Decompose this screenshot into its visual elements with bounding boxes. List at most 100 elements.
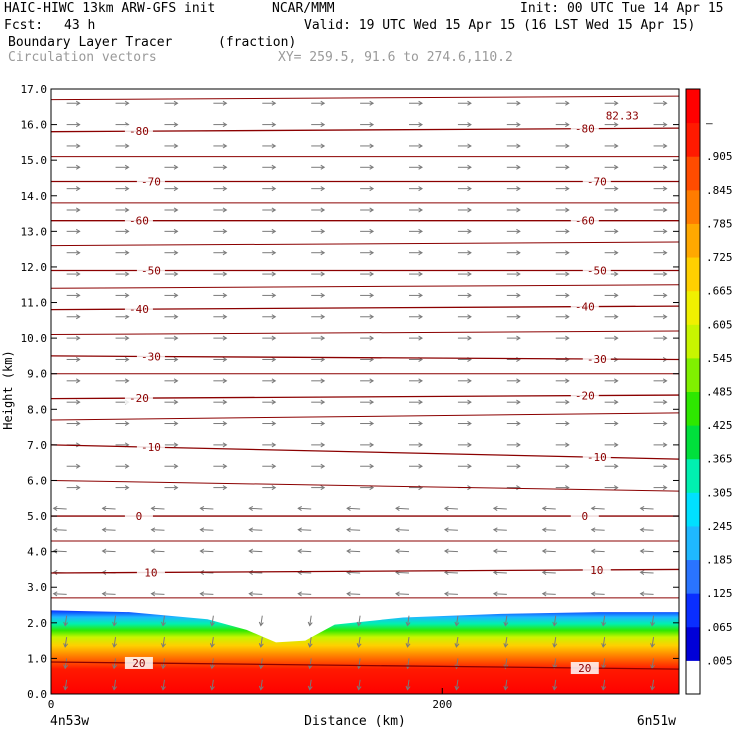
vector-shaft [455, 636, 459, 648]
vector-head [320, 207, 326, 213]
contour-label-bg [570, 389, 599, 402]
vector-head [650, 643, 656, 648]
vector-head [271, 314, 277, 320]
colorbar-label: .125 [706, 587, 733, 600]
vector-shaft [347, 529, 361, 531]
vector-head [209, 621, 215, 627]
vector-shaft [493, 593, 507, 595]
vector-head [662, 335, 668, 341]
colorbar-label: .905 [706, 150, 733, 163]
vector-shaft [309, 636, 312, 648]
vector-head [443, 548, 449, 554]
x-tick-label: 200 [432, 698, 452, 711]
vector-head [320, 399, 326, 405]
vector-head [160, 643, 166, 648]
vector-head [75, 314, 81, 320]
vector-shaft [309, 679, 312, 690]
vector-head [418, 292, 423, 298]
contour-label-bg [136, 264, 165, 277]
vector-head [222, 207, 228, 213]
vector-head [565, 292, 570, 298]
vector-head [199, 548, 205, 554]
vector-head [369, 271, 375, 277]
vector-head [613, 100, 619, 106]
vector-shaft [542, 550, 556, 553]
vector-head [356, 643, 362, 648]
contour-label-bg [136, 566, 165, 579]
y-tick-label: 10.0 [21, 332, 48, 345]
vector-shaft [553, 679, 557, 690]
vector-head [601, 643, 607, 648]
vector-shaft [249, 507, 263, 510]
vector-shaft [53, 507, 67, 510]
vector-head [418, 122, 423, 128]
vector-shaft [64, 615, 68, 626]
vector-head [356, 621, 362, 627]
vector-head [369, 442, 375, 448]
vector-head [613, 292, 619, 298]
contour-label: -10 [587, 451, 607, 464]
vector-head [199, 591, 205, 597]
vector-shaft [504, 615, 508, 626]
vector-head [320, 485, 326, 491]
vector-shaft [102, 507, 116, 510]
vector-head [662, 122, 668, 128]
vector-head [467, 292, 472, 298]
vector-shaft [53, 550, 67, 553]
vector-head [467, 186, 472, 192]
vector-head [75, 186, 81, 192]
vector-head [467, 463, 472, 469]
vector-head [271, 143, 277, 149]
vector-head [320, 271, 326, 277]
colorbar-swatch [686, 156, 700, 191]
vector-head [395, 591, 400, 597]
vector-head [552, 621, 558, 627]
vector-head [467, 207, 472, 213]
vector-head [516, 485, 521, 491]
vector-head [662, 485, 668, 491]
vector-head [613, 143, 619, 149]
vector-head [565, 271, 570, 277]
contour-label: 10 [590, 564, 603, 577]
vector-head [173, 292, 179, 298]
vector-head [565, 314, 570, 320]
vector-head [222, 186, 228, 192]
vector-head [541, 505, 547, 511]
vector-head [662, 207, 668, 213]
vector-head [346, 591, 351, 597]
vector-shaft [260, 679, 263, 690]
vector-head [258, 664, 264, 670]
vector-shaft [444, 571, 458, 574]
contour-label: -50 [587, 265, 607, 278]
vector-head [52, 527, 58, 533]
vector-head [271, 250, 277, 256]
vector-head [199, 527, 205, 533]
vector-head [492, 548, 498, 554]
x-left-location: 4n53w [50, 714, 89, 729]
contour-label: -60 [129, 215, 149, 228]
contour-label-bg [582, 264, 611, 277]
vector-shaft [260, 636, 263, 648]
contour-label-bg [570, 662, 599, 675]
vector-head [209, 664, 215, 670]
vector-head [516, 143, 521, 149]
vector-head [173, 207, 179, 213]
vector-head [405, 643, 411, 648]
vector-shaft [200, 593, 214, 595]
vector-head [320, 421, 326, 427]
vector-head [369, 250, 375, 256]
vector-head [222, 271, 228, 277]
vector-shaft [504, 679, 508, 690]
vector-head [516, 228, 521, 234]
vector-head [75, 356, 81, 362]
vector-head [467, 378, 472, 384]
vector-head [248, 548, 254, 554]
x-tick-label: 0 [48, 698, 55, 711]
vector-shaft [602, 615, 606, 626]
colorbar-label: .785 [706, 217, 733, 230]
colorbar-swatch [686, 223, 700, 258]
vector-head [613, 186, 619, 192]
vector-head [405, 621, 411, 627]
vector-head [75, 485, 81, 491]
vector-head [75, 207, 81, 213]
